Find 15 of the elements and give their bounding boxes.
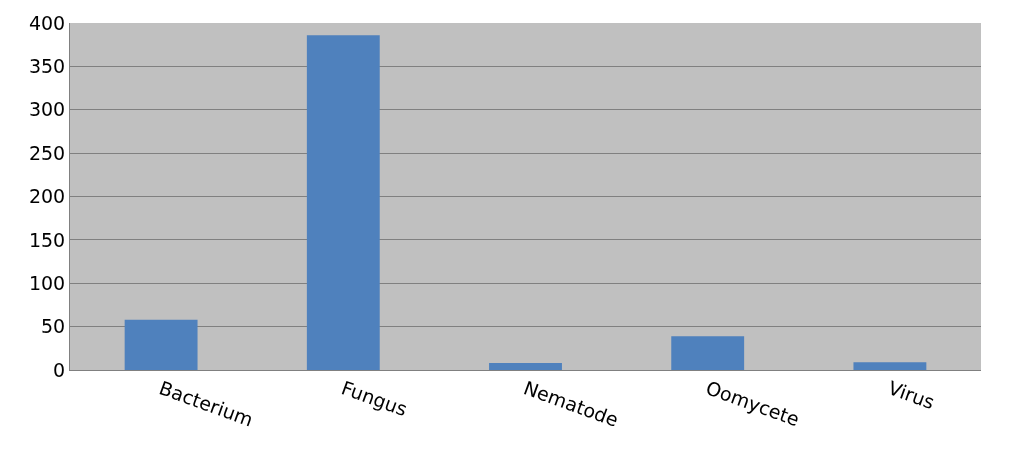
- bar: [306, 35, 380, 370]
- y-tick-label: 400: [28, 11, 66, 34]
- y-tick-label: 50: [41, 315, 66, 338]
- bar: [489, 363, 562, 370]
- x-tick-label: Virus: [885, 376, 938, 414]
- y-tick-label: 0: [53, 358, 66, 381]
- y-tick-label: 100: [28, 271, 66, 294]
- y-tick-label: 250: [28, 141, 66, 164]
- bar: [124, 319, 198, 370]
- y-tick-label: 200: [28, 185, 66, 208]
- bar: [671, 336, 745, 370]
- y-tick-label: 350: [28, 55, 66, 78]
- bar: [853, 362, 927, 370]
- y-tick-label: 300: [28, 98, 66, 121]
- y-tick-label: 150: [28, 228, 66, 251]
